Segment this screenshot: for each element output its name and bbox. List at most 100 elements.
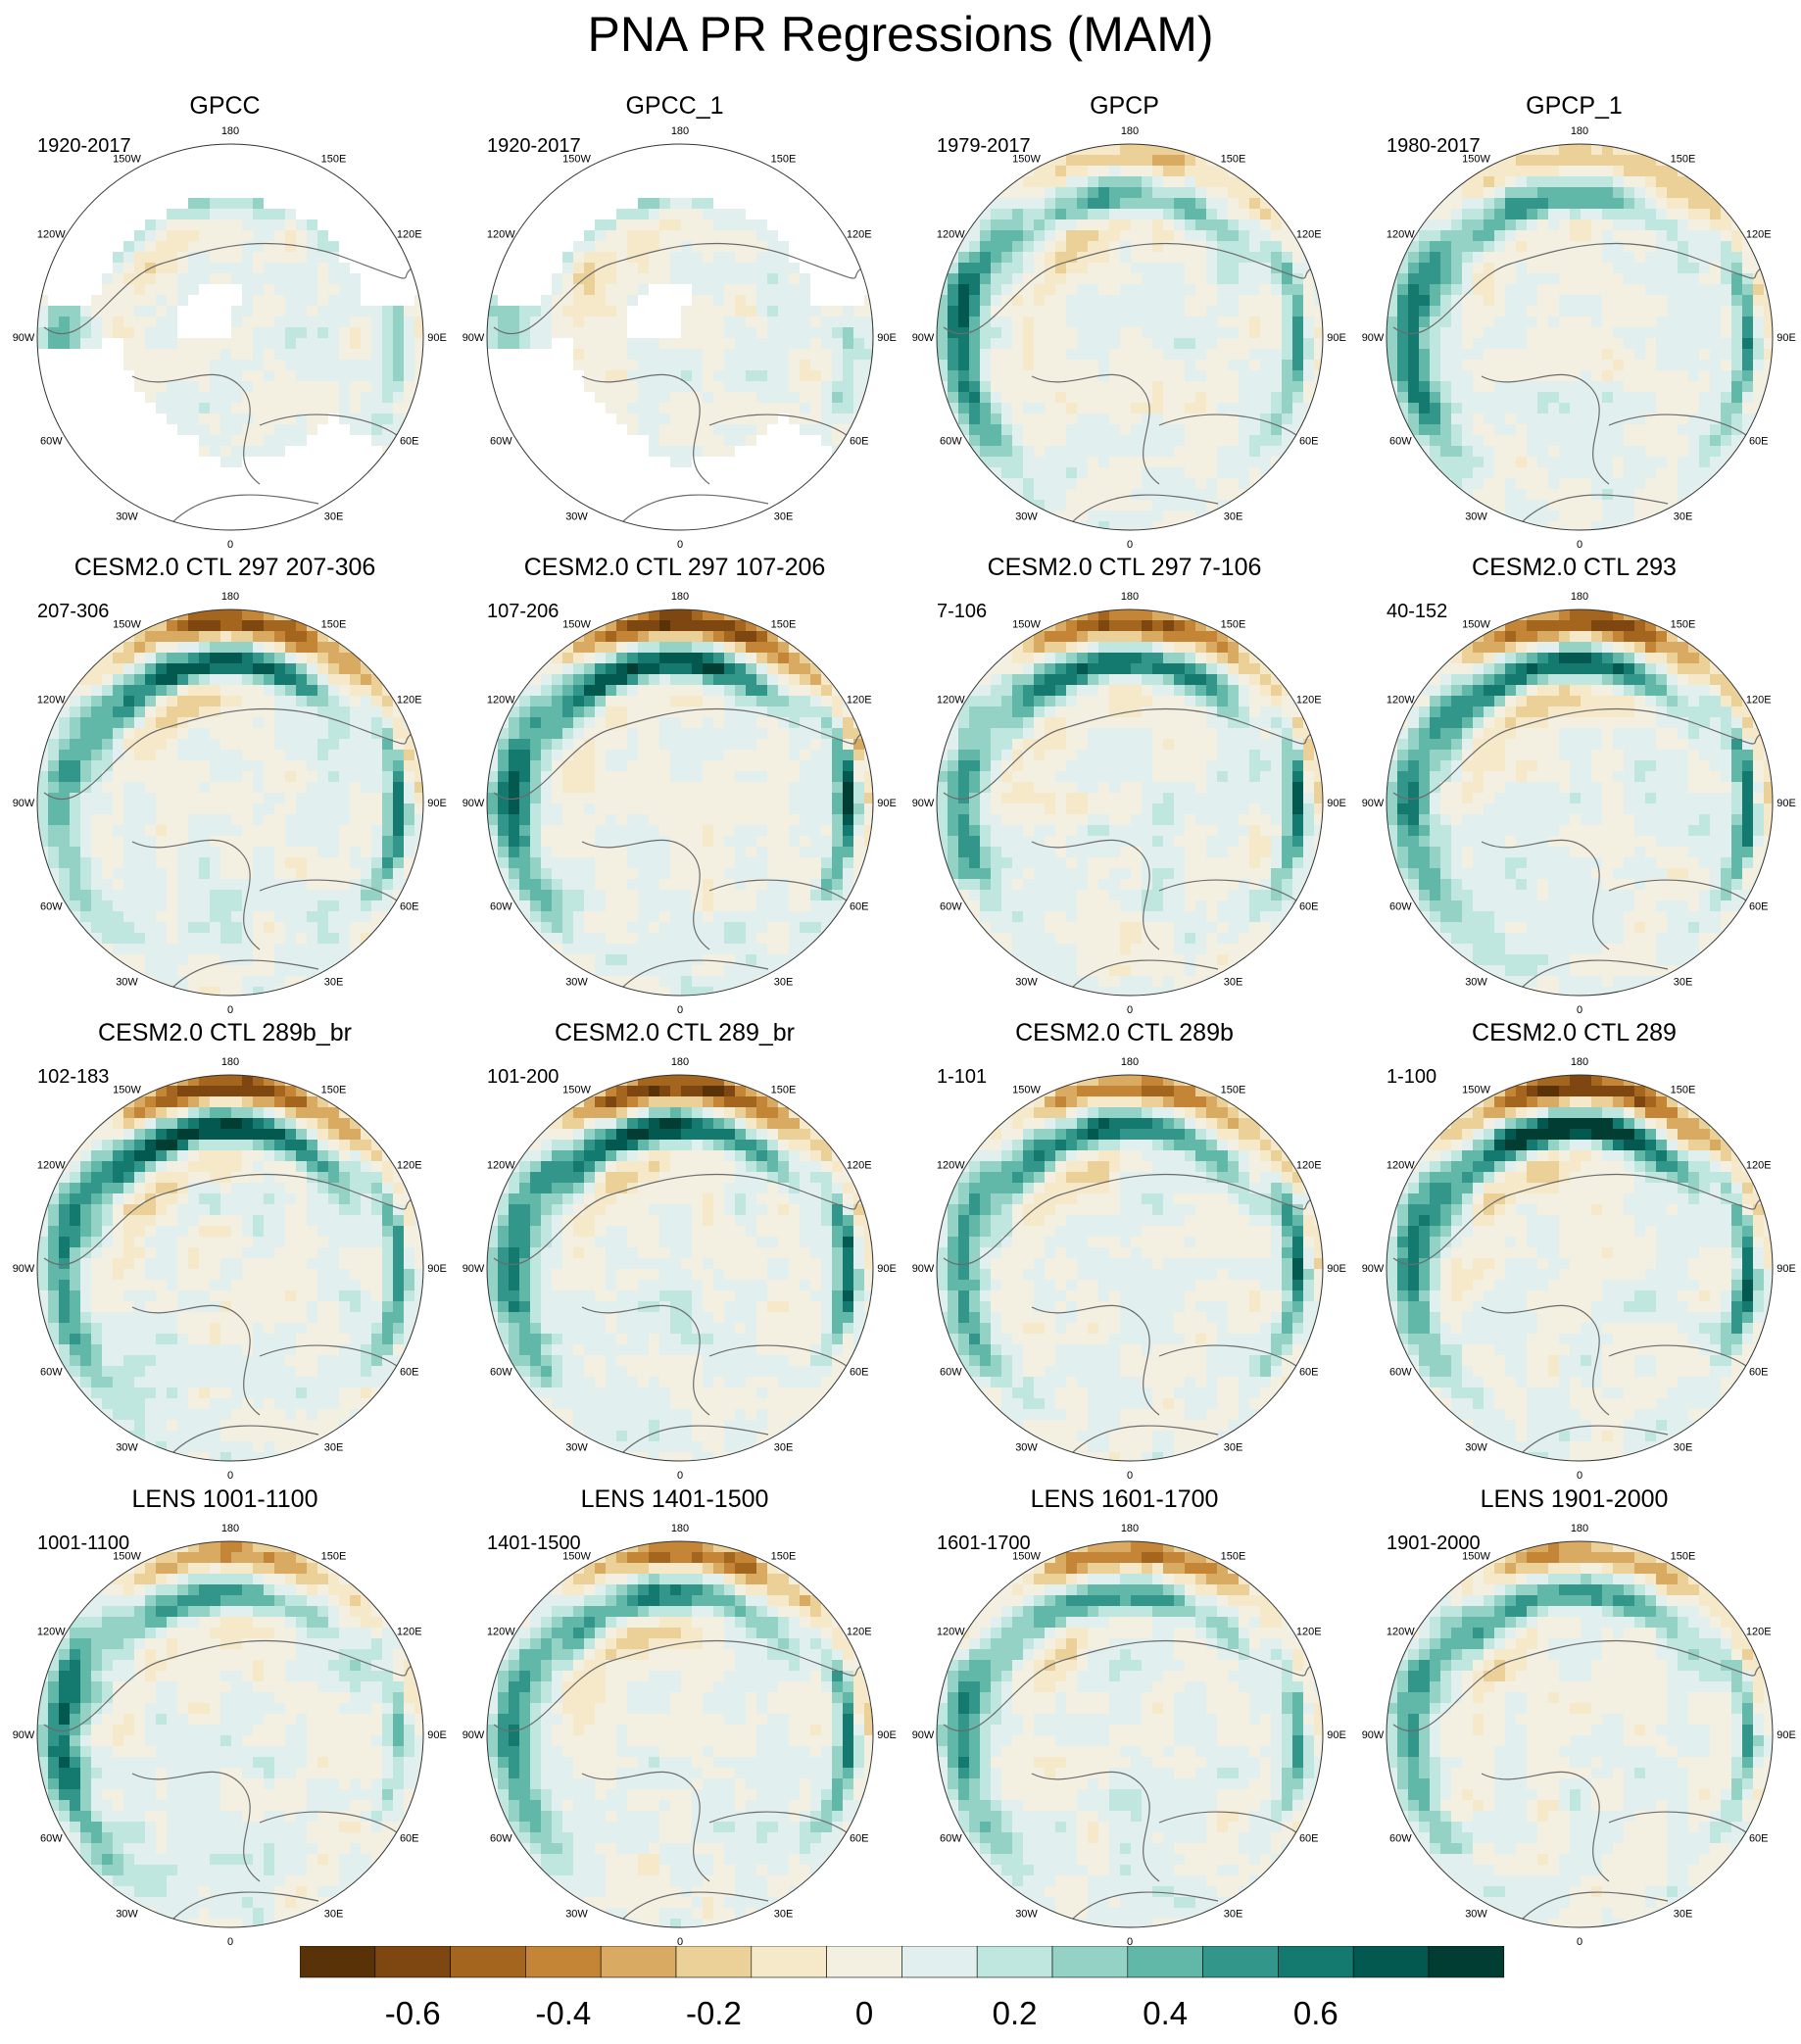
longitude-label: 30E xyxy=(324,511,344,523)
longitude-label: 30E xyxy=(324,977,344,989)
regression-field xyxy=(937,609,1323,996)
longitude-label: 150E xyxy=(1671,1550,1696,1562)
coastline xyxy=(43,242,413,524)
longitude-label: 120W xyxy=(487,1160,515,1172)
longitude-label: 90W xyxy=(13,798,35,809)
longitude-label: 120E xyxy=(847,695,872,706)
polar-map: 180 150E 120E 90E 60E 30E 0 30W 60W 90W 120W 150W xyxy=(462,591,897,1016)
longitude-label: 120E xyxy=(847,229,872,241)
map-panel: CESM2.0 CTL 289 1-100 180 150E 120E 90E 60E 30E… xyxy=(1349,1019,1799,1491)
colorbar-swatch xyxy=(525,1946,602,1978)
longitude-label: 180 xyxy=(221,1056,239,1068)
longitude-label: 30E xyxy=(774,1909,794,1921)
longitude-label: 120W xyxy=(937,695,965,706)
longitude-label: 120W xyxy=(1387,695,1415,706)
longitude-label: 60E xyxy=(1749,1833,1769,1845)
regression-field xyxy=(487,1075,873,1461)
longitude-label: 0 xyxy=(677,539,683,551)
longitude-label: 60E xyxy=(400,901,419,913)
longitude-label: 0 xyxy=(227,1004,233,1016)
longitude-label: 60W xyxy=(40,436,63,448)
longitude-label: 60W xyxy=(1389,1367,1412,1379)
regression-field xyxy=(1387,1541,1773,1927)
longitude-label: 90E xyxy=(427,798,447,809)
longitude-label: 120E xyxy=(1296,1627,1322,1638)
map-boundary xyxy=(36,1540,424,1928)
longitude-label: 30E xyxy=(774,511,794,523)
longitude-label: 0 xyxy=(1127,1936,1133,1948)
longitude-label: 180 xyxy=(1571,591,1588,603)
colorbar-swatch xyxy=(1202,1946,1279,1978)
longitude-label: 30E xyxy=(1674,511,1693,523)
map-boundary xyxy=(936,608,1324,997)
longitude-label: 150E xyxy=(771,1084,797,1095)
map-panel: CESM2.0 CTL 297 207-306 207-306 180 150E 120… xyxy=(0,554,450,1026)
panel-years: 40-152 xyxy=(1387,601,1448,622)
colorbar-swatch xyxy=(450,1946,526,1978)
longitude-label: 150E xyxy=(1221,1550,1246,1562)
longitude-label: 90W xyxy=(462,332,485,344)
map-panel: LENS 1001-1100 1001-1100 180 150E 120E 90E 60E… xyxy=(0,1485,450,1958)
longitude-label: 60W xyxy=(490,901,512,913)
colorbar-tick-label: 0 xyxy=(855,1995,873,2031)
coastline xyxy=(493,1173,862,1455)
longitude-label: 60E xyxy=(400,436,419,448)
longitude-label: 180 xyxy=(671,125,689,137)
longitude-label: 90W xyxy=(1362,1263,1385,1275)
regression-field xyxy=(487,1541,873,1927)
map-panel: GPCP_1 1980-2017 180 150E 120E 90E 60E 30E 0 30W 6… xyxy=(1349,92,1799,560)
longitude-label: 120E xyxy=(397,1160,422,1172)
coastline xyxy=(943,1173,1312,1455)
panel-title: CESM2.0 CTL 293 xyxy=(1472,554,1677,581)
longitude-label: 60W xyxy=(940,1367,962,1379)
longitude-label: 60W xyxy=(1389,436,1412,448)
longitude-label: 0 xyxy=(1577,539,1582,551)
longitude-label: 60W xyxy=(940,436,962,448)
coastline xyxy=(493,242,862,524)
longitude-label: 150W xyxy=(562,1550,591,1562)
longitude-label: 30W xyxy=(116,977,138,989)
map-panel: CESM2.0 CTL 289_br 101-200 180 150E 120E 90E 6… xyxy=(450,1019,900,1491)
longitude-label: 60E xyxy=(1749,901,1769,913)
polar-map: 180 150E 120E 90E 60E 30E 0 30W 60W 90W 120W 150W xyxy=(1362,125,1796,551)
panel-title: GPCC xyxy=(189,92,261,120)
longitude-label: 90W xyxy=(13,332,35,344)
polar-map: 180 150E 120E 90E 60E 30E 0 30W 60W 90W 120W 150W xyxy=(13,1056,447,1482)
longitude-label: 30E xyxy=(774,977,794,989)
longitude-label: 90E xyxy=(877,1263,897,1275)
coastline xyxy=(43,1173,413,1455)
polar-map: 180 150E 120E 90E 60E 30E 0 30W 60W 90W 120W 150W xyxy=(13,1523,447,1948)
longitude-label: 90W xyxy=(1362,798,1385,809)
longitude-label: 60W xyxy=(940,901,962,913)
panel-title: CESM2.0 CTL 297 207-306 xyxy=(73,554,376,581)
longitude-label: 30W xyxy=(565,1442,588,1454)
longitude-label: 150E xyxy=(1671,1084,1696,1095)
map-panel: GPCP 1979-2017 180 150E 120E 90E 60E 30E 0 30W 60W… xyxy=(900,92,1349,560)
longitude-label: 150W xyxy=(1462,1084,1490,1095)
longitude-label: 150E xyxy=(1221,1084,1246,1095)
regression-field xyxy=(37,144,423,530)
longitude-label: 150E xyxy=(771,618,797,630)
polar-map: 180 150E 120E 90E 60E 30E 0 30W 60W 90W 120W 150W xyxy=(912,125,1346,551)
panel-title: LENS 1901-2000 xyxy=(1480,1485,1669,1513)
longitude-label: 150W xyxy=(562,618,591,630)
longitude-label: 120W xyxy=(1387,229,1415,241)
longitude-label: 120W xyxy=(1387,1160,1415,1172)
longitude-label: 90W xyxy=(912,798,935,809)
colorbar-tick-label: -0.4 xyxy=(535,1995,591,2031)
panel-years: 1001-1100 xyxy=(37,1533,130,1554)
longitude-label: 30E xyxy=(1224,511,1243,523)
panel-years: 101-200 xyxy=(487,1066,560,1088)
regression-field xyxy=(487,609,873,996)
longitude-label: 150E xyxy=(321,618,347,630)
panel-years: 107-206 xyxy=(487,601,560,622)
longitude-label: 0 xyxy=(677,1004,683,1016)
panel-years: 1901-2000 xyxy=(1387,1533,1481,1554)
panel-title: CESM2.0 CTL 289b xyxy=(1015,1019,1234,1046)
longitude-label: 30W xyxy=(1015,511,1038,523)
map-boundary xyxy=(36,608,424,997)
longitude-label: 60E xyxy=(1299,436,1319,448)
longitude-label: 150E xyxy=(771,1550,797,1562)
colorbar-swatch xyxy=(976,1946,1053,1978)
longitude-label: 120E xyxy=(1746,695,1772,706)
